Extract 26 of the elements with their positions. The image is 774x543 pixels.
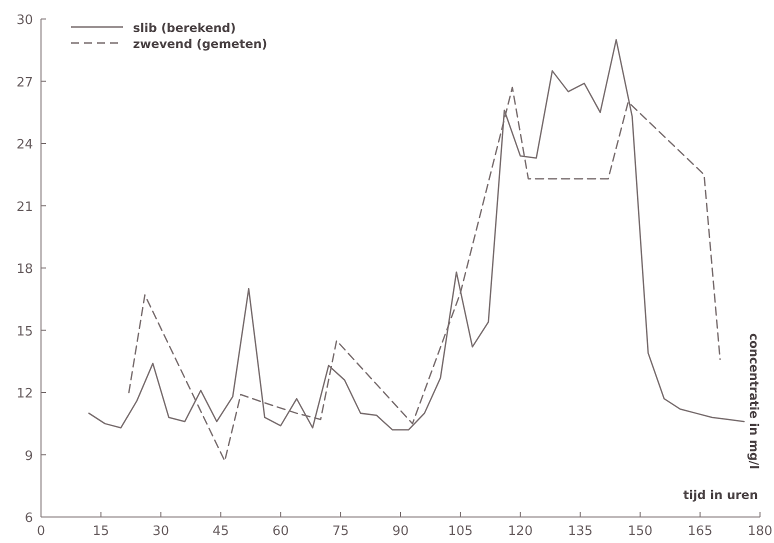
x-tick-label: 0: [36, 524, 46, 539]
y-tick-label: 18: [16, 262, 33, 277]
x-tick-label: 45: [212, 524, 230, 539]
x-axis-title: tijd in uren: [683, 488, 758, 502]
y-tick-label: 24: [16, 138, 33, 152]
x-tick-label: 165: [688, 524, 712, 539]
legend-label: zwevend (gemeten): [133, 37, 268, 51]
x-tick-label: 75: [332, 524, 349, 539]
y-tick-label: 12: [16, 386, 33, 402]
y-tick-label: 9: [24, 448, 33, 464]
y-tick-label: 30: [16, 13, 33, 28]
x-tick-label: 90: [392, 524, 409, 539]
y-tick-label: 21: [16, 200, 33, 215]
x-tick-label: 105: [448, 524, 473, 539]
x-tick-label: 30: [152, 524, 170, 539]
x-tick-label: 150: [628, 524, 653, 539]
y-tick-label: 15: [16, 324, 33, 340]
y-axis-title: concentratie in mg/l: [747, 333, 761, 470]
legend-label: slib (berekend): [133, 21, 236, 35]
x-tick-label: 135: [568, 524, 593, 539]
x-tick-label: 120: [508, 524, 533, 539]
x-tick-label: 60: [272, 524, 289, 539]
x-tick-label: 15: [92, 524, 110, 539]
y-tick-label: 27: [16, 75, 33, 90]
x-tick-label: 180: [748, 524, 772, 539]
y-tick-label: 6: [24, 511, 33, 526]
